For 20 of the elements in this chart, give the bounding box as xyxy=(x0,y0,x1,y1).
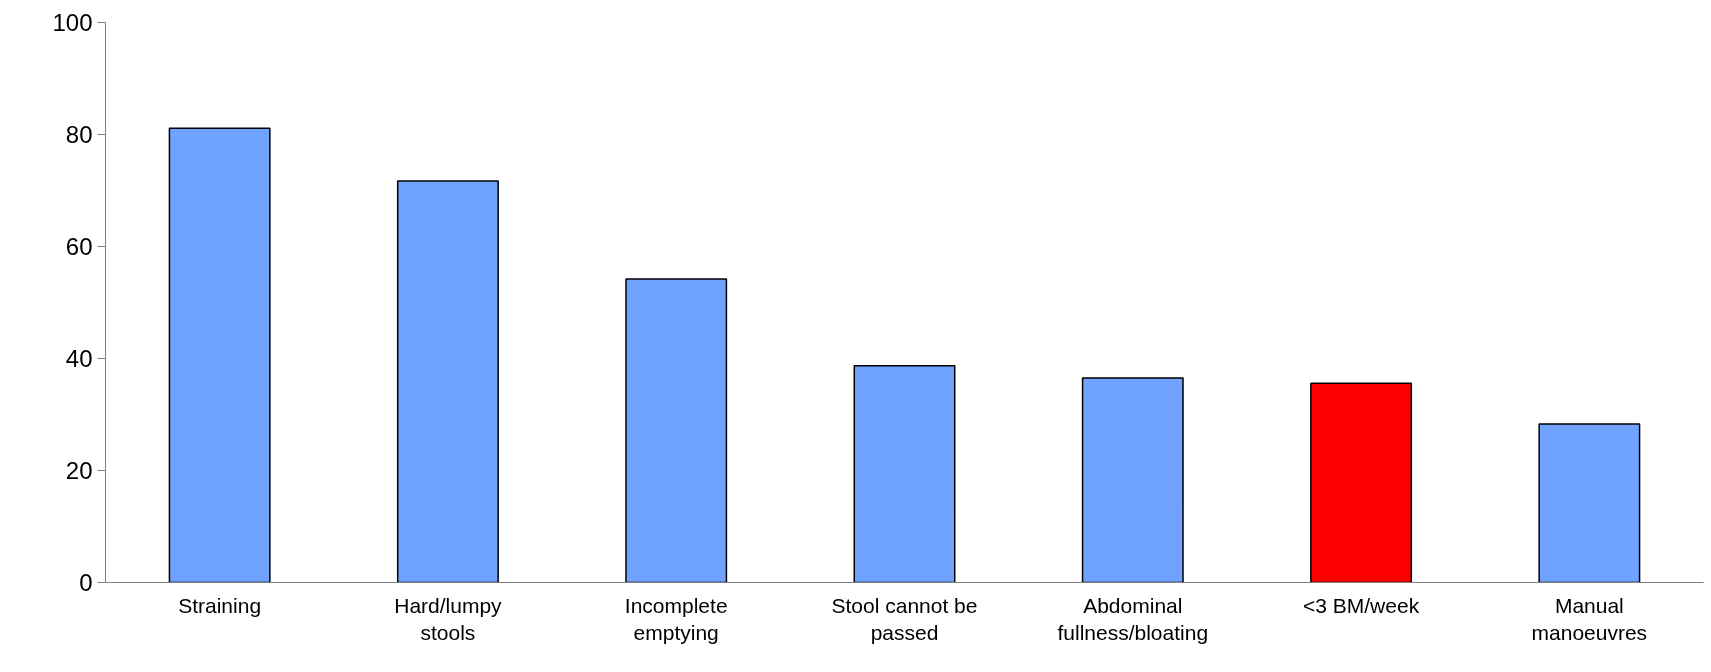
y-tick-label: 80 xyxy=(65,121,93,148)
y-tick-label: 0 xyxy=(79,569,93,596)
bar xyxy=(1538,423,1641,583)
bar xyxy=(396,180,499,583)
x-tick-label: Hard/lumpy stools xyxy=(394,593,503,645)
y-tick-label: 100 xyxy=(52,9,93,36)
bar xyxy=(625,278,728,583)
y-tick-label: 20 xyxy=(65,457,93,484)
y-tick-label: 40 xyxy=(65,345,93,372)
bar xyxy=(1310,382,1413,583)
x-tick-label: Incomplete emptying xyxy=(624,593,728,645)
x-tick-label: <3 BM/week xyxy=(1303,593,1420,617)
x-tick-label: Straining xyxy=(178,593,262,617)
x-tick-label: Manual manoeuvres xyxy=(1531,593,1648,645)
bar xyxy=(168,127,271,583)
x-tick-label: Abdominal fullness/bloating xyxy=(1057,593,1209,645)
bar xyxy=(1081,377,1184,583)
x-tick-label: Stool cannot be passed xyxy=(831,593,978,645)
bar xyxy=(853,365,956,583)
y-tick-label: 60 xyxy=(65,233,93,260)
